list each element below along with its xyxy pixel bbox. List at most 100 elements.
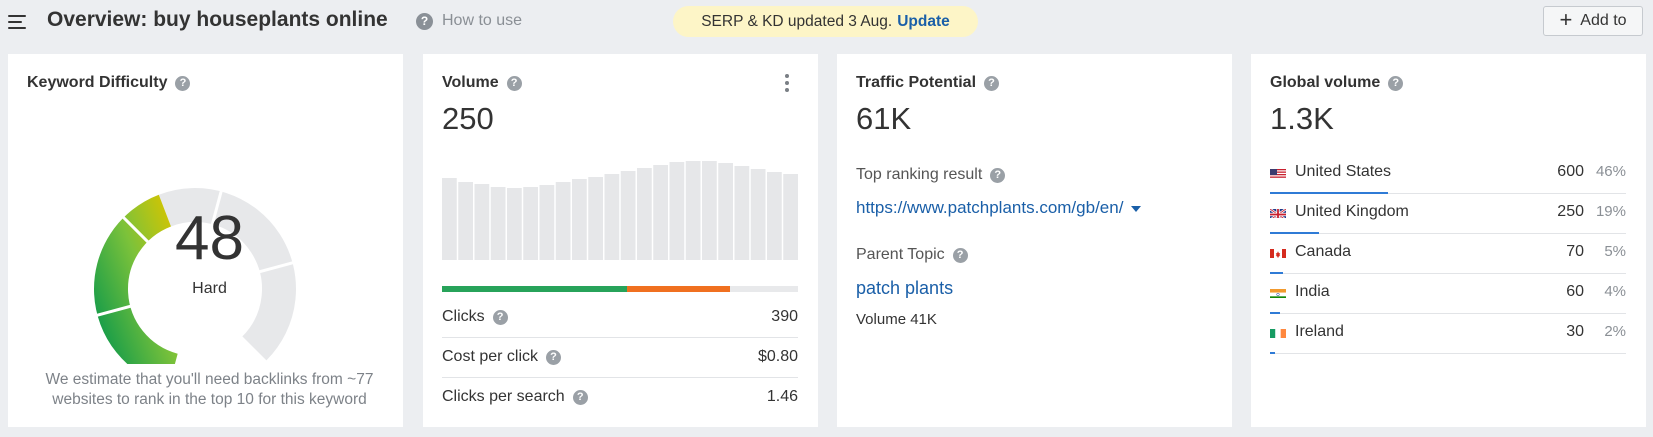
- kd-gauge: [94, 188, 296, 364]
- volume-trend-bar[interactable]: [490, 187, 506, 260]
- caret-down-icon[interactable]: [1131, 206, 1142, 212]
- india-flag-icon: [1270, 287, 1286, 298]
- volume-trend-bar[interactable]: [458, 182, 473, 260]
- global-volume-value: 1.3K: [1270, 101, 1334, 136]
- volume-trend-bar[interactable]: [702, 161, 717, 260]
- metric-value: $0.80: [757, 348, 798, 365]
- country-row[interactable]: Canada 70 5%: [1270, 233, 1626, 274]
- volume-card: Volume ? 250 Clicks? 390 Cost per click?…: [423, 54, 818, 427]
- volume-trend-bar[interactable]: [620, 171, 636, 260]
- update-link[interactable]: Update: [897, 12, 950, 30]
- country-volume: 60: [1566, 283, 1584, 300]
- country-name: United States: [1295, 163, 1392, 180]
- volume-trend-bar[interactable]: [750, 169, 766, 260]
- volume-trend-bar[interactable]: [523, 187, 538, 260]
- metric-label: Cost per click: [442, 348, 539, 365]
- add-to-button[interactable]: + Add to: [1543, 6, 1643, 36]
- ireland-flag-icon: [1270, 327, 1286, 338]
- volume-trend-bar[interactable]: [669, 162, 685, 260]
- cpc-help-icon[interactable]: ?: [546, 349, 562, 365]
- notice-text: SERP & KD updated 3 Aug.: [701, 12, 893, 30]
- traffic-potential-card: Traffic Potential ? 61K Top ranking resu…: [837, 54, 1232, 427]
- volume-trend-bar[interactable]: [474, 184, 490, 260]
- tp-help-icon[interactable]: ?: [984, 75, 1000, 91]
- kd-gauge-track: [158, 188, 296, 361]
- traffic-potential-value: 61K: [856, 101, 912, 136]
- volume-trend-bar[interactable]: [685, 161, 701, 260]
- kd-gauge-separator: [96, 304, 132, 317]
- kd-note: We estimate that you'll need backlinks f…: [45, 371, 374, 408]
- country-name: Ireland: [1295, 323, 1344, 340]
- volume-trend-bar[interactable]: [653, 165, 668, 260]
- hamburger-menu-icon[interactable]: [8, 13, 28, 31]
- country-percent: 46%: [1595, 163, 1626, 180]
- metric-value: 390: [771, 308, 798, 325]
- volume-trend-bar[interactable]: [572, 179, 587, 260]
- volume-trend-bar[interactable]: [604, 174, 620, 260]
- volume-trend-bar[interactable]: [442, 178, 457, 260]
- global-volume-card: Global volume ? 1.3K United States 600 46%…: [1251, 54, 1646, 427]
- gv-help-icon[interactable]: ?: [1388, 75, 1404, 91]
- volume-trend-bar[interactable]: [767, 172, 782, 260]
- country-volume: 30: [1566, 323, 1584, 340]
- top-ranking-heading: Top ranking result ?: [856, 166, 1006, 184]
- volume-card-title: Volume: [442, 74, 499, 91]
- volume-trend-bar[interactable]: [539, 185, 555, 260]
- organic-clicks-segment: [442, 286, 628, 292]
- top-ranking-help-icon[interactable]: ?: [990, 167, 1006, 183]
- gv-card-header: Global volume ?: [1270, 74, 1404, 92]
- how-to-use-link[interactable]: ? How to use: [416, 12, 522, 30]
- volume-trend-bar[interactable]: [588, 177, 603, 260]
- paid-clicks-segment: [627, 286, 731, 292]
- uk-flag-icon: [1270, 207, 1286, 218]
- parent-topic-help-icon[interactable]: ?: [952, 247, 968, 263]
- volume-trend-bar[interactable]: [507, 188, 522, 260]
- keyword-difficulty-card: Keyword Difficulty ? 48 Hard We estimate…: [8, 54, 403, 427]
- parent-topic-link[interactable]: patch plants: [856, 278, 954, 298]
- volume-trend-bar[interactable]: [555, 182, 571, 260]
- kd-help-icon[interactable]: ?: [175, 75, 191, 91]
- update-notice: SERP & KD updated 3 Aug. Update: [673, 6, 978, 37]
- top-bar: Overview: buy houseplants online ? How t…: [0, 0, 1653, 44]
- top-ranking-label: Top ranking result: [856, 166, 983, 183]
- country-share-bar: [1270, 312, 1281, 314]
- top-ranking-url-link[interactable]: https://www.patchplants.com/gb/en/: [856, 198, 1142, 218]
- cps-help-icon[interactable]: ?: [572, 389, 588, 405]
- question-icon: ?: [416, 12, 433, 30]
- country-row[interactable]: United States 600 46%: [1270, 153, 1626, 194]
- country-share-bar: [1270, 232, 1319, 234]
- more-options-icon[interactable]: [784, 74, 790, 92]
- metric-row-clicks-per-search: Clicks per search? 1.46: [442, 377, 798, 417]
- metric-row-clicks: Clicks? 390: [442, 297, 798, 338]
- tp-card-header: Traffic Potential ?: [856, 74, 1000, 92]
- metric-label: Clicks: [442, 308, 485, 325]
- country-name: India: [1295, 283, 1330, 300]
- country-row[interactable]: India 60 4%: [1270, 273, 1626, 314]
- canada-flag-icon: [1270, 247, 1286, 258]
- volume-trend-chart: [442, 161, 798, 260]
- volume-trend-bar[interactable]: [718, 163, 733, 260]
- country-name: United Kingdom: [1295, 203, 1409, 220]
- metric-value: 1.46: [766, 388, 798, 405]
- parent-topic-heading: Parent Topic ?: [856, 246, 968, 264]
- kd-gauge-separator: [210, 190, 223, 226]
- kd-gauge-separator: [121, 215, 150, 244]
- kd-value: 48: [175, 204, 244, 273]
- volume-trend-bar[interactable]: [783, 174, 798, 260]
- kd-label: Hard: [192, 280, 227, 297]
- volume-trend-bar[interactable]: [734, 166, 750, 260]
- parent-topic-volume: Volume 41K: [856, 311, 937, 328]
- kd-card-header: Keyword Difficulty ?: [27, 74, 191, 92]
- volume-help-icon[interactable]: ?: [506, 75, 522, 91]
- country-volume: 250: [1557, 203, 1584, 220]
- add-to-label: Add to: [1580, 12, 1627, 29]
- country-row[interactable]: Ireland 30 2%: [1270, 313, 1626, 354]
- volume-trend-bar[interactable]: [637, 168, 652, 260]
- kd-card-title: Keyword Difficulty: [27, 74, 168, 91]
- kd-gauge-separator: [258, 261, 294, 274]
- parent-topic-label: Parent Topic: [856, 246, 945, 263]
- top-ranking-url: https://www.patchplants.com/gb/en/: [856, 198, 1124, 217]
- country-row[interactable]: United Kingdom 250 19%: [1270, 193, 1626, 234]
- clicks-help-icon[interactable]: ?: [492, 309, 508, 325]
- country-name: Canada: [1295, 243, 1352, 260]
